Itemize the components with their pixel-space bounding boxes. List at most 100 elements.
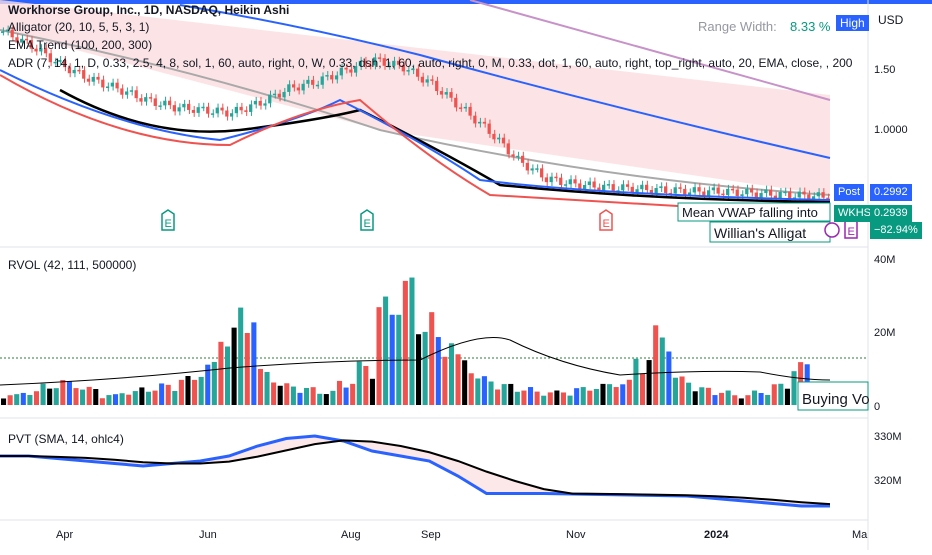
rvol-bar bbox=[613, 387, 619, 405]
rvol-bar bbox=[290, 386, 296, 405]
indicator-ema-trend-label[interactable]: EMA Trend (100, 200, 300) bbox=[8, 38, 153, 52]
pvt-tick-330m: 330M bbox=[874, 431, 902, 443]
candle bbox=[287, 84, 291, 92]
candle bbox=[592, 181, 596, 188]
candle bbox=[768, 189, 773, 196]
candle bbox=[568, 179, 572, 185]
rvol-bar bbox=[686, 382, 692, 405]
candle bbox=[711, 187, 716, 191]
lightning-marker-icon[interactable] bbox=[824, 222, 840, 238]
candle bbox=[153, 98, 157, 106]
rvol-bar bbox=[323, 394, 329, 405]
candle bbox=[468, 106, 472, 116]
candle bbox=[105, 86, 110, 89]
candle bbox=[454, 97, 458, 108]
candle bbox=[353, 66, 358, 73]
candle bbox=[229, 113, 234, 117]
willians-text: Willian's Alligat bbox=[714, 225, 806, 241]
candle bbox=[396, 60, 401, 65]
candle bbox=[726, 188, 730, 196]
candle bbox=[706, 190, 711, 196]
rvol-bar bbox=[119, 393, 125, 405]
candle bbox=[754, 192, 758, 198]
candle bbox=[201, 106, 205, 109]
rvol-bar bbox=[653, 325, 659, 405]
candle bbox=[239, 106, 243, 111]
candle bbox=[258, 100, 262, 106]
candle bbox=[816, 192, 820, 197]
indicator-rvol-label[interactable]: RVOL (42, 111, 500000) bbox=[8, 258, 137, 272]
indicator-adr-label[interactable]: ADR (7, 14, 1, D, 0.33, 2.5, 4, 8, sol, … bbox=[8, 56, 853, 70]
rvol-bar bbox=[514, 391, 520, 405]
rvol-bar bbox=[633, 358, 639, 405]
candle bbox=[53, 61, 57, 64]
candle bbox=[659, 186, 663, 189]
rvol-bar bbox=[132, 391, 138, 405]
buying-vol-box[interactable] bbox=[797, 381, 869, 411]
rvol-bar bbox=[738, 398, 744, 405]
rvol-bar bbox=[719, 392, 725, 405]
rvol-bar bbox=[580, 387, 586, 405]
rvol-bar bbox=[646, 360, 652, 405]
candle bbox=[416, 68, 420, 77]
candle bbox=[821, 192, 825, 198]
rvol-bar bbox=[66, 381, 72, 405]
earnings-marker-1[interactable]: E bbox=[161, 209, 175, 231]
candle bbox=[573, 179, 577, 184]
rvol-bar bbox=[620, 384, 626, 405]
candle bbox=[244, 110, 248, 112]
earnings-marker-2[interactable]: E bbox=[360, 209, 374, 231]
candle bbox=[110, 82, 114, 87]
earnings-marker-3[interactable]: E bbox=[599, 209, 613, 231]
rvol-bar bbox=[527, 387, 534, 405]
candle bbox=[77, 69, 81, 72]
candle bbox=[210, 113, 215, 115]
rvol-bar bbox=[363, 365, 369, 405]
candle bbox=[320, 76, 324, 85]
rvol-bar bbox=[705, 387, 711, 405]
rvol-bar bbox=[40, 383, 46, 405]
candle bbox=[311, 79, 315, 85]
rvol-bar bbox=[692, 391, 698, 405]
candle bbox=[5, 29, 10, 32]
candle bbox=[764, 189, 768, 194]
candle bbox=[234, 106, 239, 114]
rvol-bar bbox=[7, 395, 13, 405]
candle bbox=[129, 90, 134, 92]
rvol-bar bbox=[172, 390, 178, 405]
candle bbox=[773, 195, 778, 199]
rvol-bar bbox=[343, 387, 349, 405]
candle bbox=[282, 91, 286, 98]
candle bbox=[487, 123, 491, 134]
candle bbox=[177, 107, 181, 112]
rvol-bar bbox=[725, 390, 731, 405]
candle bbox=[411, 68, 415, 71]
candle bbox=[520, 155, 525, 163]
mean-vwap-box[interactable] bbox=[677, 202, 831, 222]
candle bbox=[745, 188, 749, 195]
indicator-pvt-label[interactable]: PVT (SMA, 14, ohlc4) bbox=[8, 432, 124, 446]
candle bbox=[735, 189, 739, 197]
candle bbox=[606, 184, 611, 186]
candle bbox=[63, 60, 67, 68]
rvol-bar bbox=[429, 312, 435, 405]
candle bbox=[506, 143, 510, 155]
indicator-alligator-label[interactable]: Alligator (20, 10, 5, 5, 3, 1) bbox=[8, 20, 150, 34]
candle bbox=[392, 60, 396, 66]
rvol-bar bbox=[587, 390, 593, 405]
candle bbox=[1, 31, 5, 33]
high-badge[interactable]: High bbox=[836, 15, 869, 31]
currency-label[interactable]: USD bbox=[878, 13, 904, 27]
candle bbox=[721, 193, 725, 196]
rvol-bar bbox=[336, 380, 343, 405]
candle bbox=[325, 75, 329, 77]
candle bbox=[449, 92, 453, 98]
candle bbox=[740, 194, 744, 197]
rvol-bar bbox=[600, 383, 606, 405]
time-axis[interactable]: Apr Jun Aug Sep Nov 2024 Ma bbox=[56, 529, 868, 541]
time-tick-jun: Jun bbox=[199, 529, 217, 541]
rvol-bar bbox=[574, 388, 580, 405]
candle bbox=[148, 97, 153, 99]
